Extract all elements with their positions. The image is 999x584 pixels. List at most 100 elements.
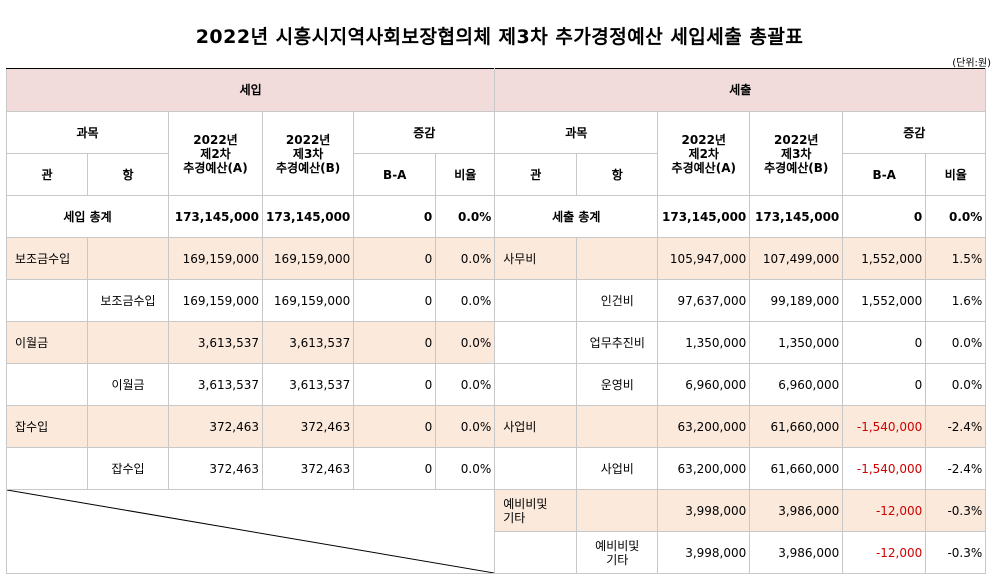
- revenue-gwan-header: 관: [6, 153, 88, 196]
- budget-summary-table: 세입 세출 과목 2022년 제2차 추경예산(A) 2022년 제3차 추경예…: [5, 68, 987, 574]
- revenue-gwan: [6, 447, 88, 490]
- revenue-hang: 보조금수입: [87, 279, 169, 322]
- expenditure-col-b-header: 2022년 제3차 추경예산(B): [749, 111, 844, 196]
- expenditure-ratio: -0.3%: [925, 531, 987, 574]
- expenditure-diff: 0: [842, 321, 927, 364]
- expenditure-ratio: -2.4%: [925, 447, 987, 490]
- expenditure-b: 61,660,000: [749, 405, 844, 448]
- expenditure-hang: 인건비: [576, 279, 659, 322]
- expenditure-section-header: 세출: [494, 68, 987, 112]
- expenditure-diff: -12,000: [842, 531, 927, 574]
- revenue-col-b-header: 2022년 제3차 추경예산(B): [261, 111, 355, 196]
- expenditure-diff: -12,000: [842, 489, 927, 532]
- table-row: 이월금 3,613,537 3,613,537 0 0.0% 업무추진비 1,3…: [6, 321, 987, 364]
- expenditure-diff: -1,540,000: [842, 405, 927, 448]
- revenue-total-a: 173,145,000: [168, 195, 263, 238]
- revenue-a: 372,463: [168, 447, 263, 490]
- revenue-hang: [87, 321, 169, 364]
- revenue-ratio: 0.0%: [435, 321, 496, 364]
- revenue-b: 3,613,537: [261, 363, 355, 406]
- expenditure-gwan: [494, 363, 578, 406]
- revenue-change-header: 증감: [353, 111, 496, 154]
- expenditure-ratio: 0.0%: [925, 321, 987, 364]
- expenditure-hang: 예비비및 기타: [576, 531, 659, 574]
- expenditure-b: 6,960,000: [749, 363, 844, 406]
- expenditure-hang: 사업비: [576, 447, 659, 490]
- empty-diagonal-cell: [5, 489, 496, 574]
- expenditure-gwan: [494, 279, 578, 322]
- expenditure-diff: 1,552,000: [842, 237, 927, 280]
- expenditure-gwan: 사업비: [494, 405, 578, 448]
- expenditure-a: 105,947,000: [657, 237, 751, 280]
- revenue-diff: 0: [353, 321, 437, 364]
- expenditure-b: 3,986,000: [749, 489, 844, 532]
- revenue-diff: 0: [353, 363, 437, 406]
- revenue-b: 372,463: [261, 405, 355, 448]
- revenue-category-header: 과목: [6, 111, 169, 154]
- revenue-ratio: 0.0%: [435, 447, 496, 490]
- expenditure-a: 6,960,000: [657, 363, 751, 406]
- expenditure-ratio: 0.0%: [925, 363, 987, 406]
- expenditure-ratio: -2.4%: [925, 405, 987, 448]
- expenditure-total-a: 173,145,000: [657, 195, 751, 238]
- revenue-ratio: 0.0%: [435, 405, 496, 448]
- expenditure-hang: [576, 489, 659, 532]
- revenue-gwan: [6, 363, 88, 406]
- page-title: 2022년 시흥시지역사회보장협의체 제3차 추가경정예산 세입세출 총괄표: [195, 26, 804, 48]
- revenue-hang-header: 항: [87, 153, 169, 196]
- expenditure-gwan-header: 관: [494, 153, 578, 196]
- expenditure-hang: 업무추진비: [576, 321, 659, 364]
- expenditure-ratio: 1.5%: [925, 237, 987, 280]
- expenditure-gwan: 예비비및 기타: [494, 489, 578, 532]
- unit-label: (단위:원): [952, 58, 991, 69]
- expenditure-ratio: 1.6%: [925, 279, 987, 322]
- expenditure-a: 97,637,000: [657, 279, 751, 322]
- expenditure-b: 107,499,000: [749, 237, 844, 280]
- revenue-gwan: [6, 279, 88, 322]
- expenditure-b: 99,189,000: [749, 279, 844, 322]
- expenditure-total-b: 173,145,000: [749, 195, 844, 238]
- expenditure-col-a-header: 2022년 제2차 추경예산(A): [657, 111, 751, 196]
- expenditure-a: 63,200,000: [657, 447, 751, 490]
- expenditure-hang: 운영비: [576, 363, 659, 406]
- table-row: 예비비및 기타 3,998,000 3,986,000 -12,000 -0.3…: [7, 531, 987, 574]
- revenue-ratio: 0.0%: [435, 279, 496, 322]
- expenditure-diff: 0: [842, 363, 927, 406]
- expenditure-total-diff: 0: [842, 195, 927, 238]
- expenditure-hang: [576, 405, 659, 448]
- table-row: 잡수입 372,463 372,463 0 0.0% 사업비 63,200,00…: [6, 447, 987, 490]
- expenditure-diff-header: B-A: [842, 153, 927, 196]
- revenue-gwan: 이월금: [6, 321, 88, 364]
- revenue-total-diff: 0: [353, 195, 437, 238]
- revenue-total-label: 세입 총계: [6, 195, 169, 238]
- revenue-diff: 0: [353, 237, 437, 280]
- revenue-diff: 0: [353, 447, 437, 490]
- revenue-section-header: 세입: [5, 68, 496, 112]
- revenue-a: 3,613,537: [168, 321, 263, 364]
- table-row: 이월금 3,613,537 3,613,537 0 0.0% 운영비 6,960…: [6, 363, 987, 406]
- expenditure-gwan: [494, 447, 578, 490]
- revenue-a: 3,613,537: [168, 363, 263, 406]
- expenditure-ratio: -0.3%: [925, 489, 987, 532]
- expenditure-ratio-header: 비율: [925, 153, 987, 196]
- expenditure-hang-header: 항: [576, 153, 659, 196]
- revenue-b: 169,159,000: [261, 279, 355, 322]
- expenditure-b: 3,986,000: [749, 531, 844, 574]
- revenue-a: 372,463: [168, 405, 263, 448]
- revenue-gwan: 잡수입: [6, 405, 88, 448]
- expenditure-gwan: [494, 531, 578, 574]
- expenditure-a: 3,998,000: [657, 489, 751, 532]
- expenditure-a: 63,200,000: [657, 405, 751, 448]
- revenue-a: 169,159,000: [168, 237, 263, 280]
- expenditure-total-label: 세출 총계: [494, 195, 659, 238]
- revenue-ratio: 0.0%: [435, 363, 496, 406]
- expenditure-gwan: [494, 321, 578, 364]
- table-row: 보조금수입 169,159,000 169,159,000 0 0.0% 사무비…: [6, 237, 987, 280]
- revenue-ratio: 0.0%: [435, 237, 496, 280]
- revenue-b: 169,159,000: [261, 237, 355, 280]
- expenditure-b: 61,660,000: [749, 447, 844, 490]
- revenue-b: 372,463: [261, 447, 355, 490]
- table-row: 예비비및 기타 3,998,000 3,986,000 -12,000 -0.3…: [5, 489, 987, 574]
- expenditure-diff: 1,552,000: [842, 279, 927, 322]
- revenue-total-b: 173,145,000: [261, 195, 355, 238]
